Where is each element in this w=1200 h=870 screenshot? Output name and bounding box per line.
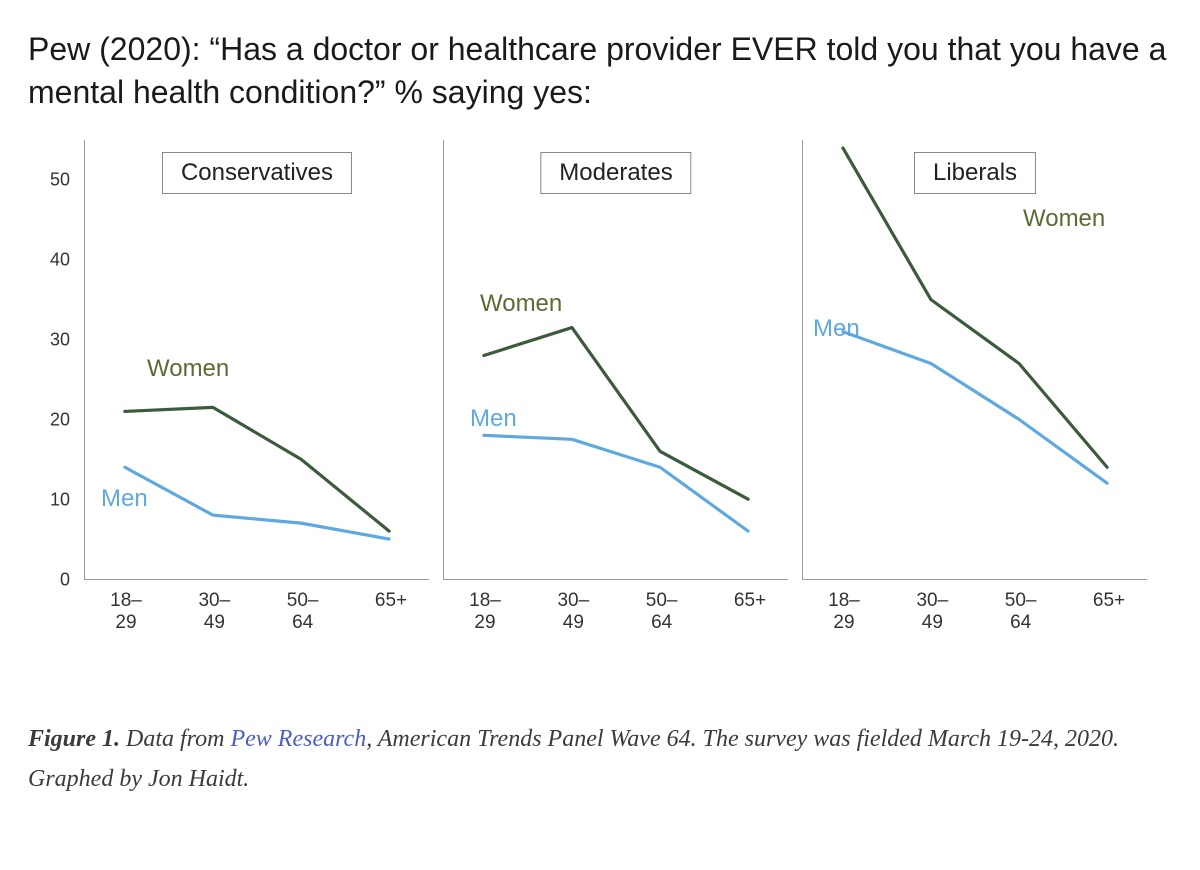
x-tick: 65+ <box>1081 590 1137 612</box>
panel-title: Moderates <box>540 152 691 194</box>
series-label-men: Men <box>470 405 517 433</box>
y-tick: 40 <box>50 250 70 271</box>
chart-panel: Moderates Women Men <box>443 140 788 580</box>
figure-caption: Figure 1. Data from Pew Research, Americ… <box>28 720 1172 799</box>
y-tick: 0 <box>60 570 70 591</box>
series-label-men: Men <box>101 485 148 513</box>
panel-title: Liberals <box>914 152 1036 194</box>
chart-panel: Liberals Women Men <box>802 140 1147 580</box>
y-tick: 30 <box>50 330 70 351</box>
x-tick: 30– 49 <box>186 590 242 634</box>
caption-prefix: Data from <box>120 726 230 752</box>
pew-research-link[interactable]: Pew Research <box>230 726 366 752</box>
series-label-women: Women <box>480 290 562 318</box>
series-label-men: Men <box>813 315 860 343</box>
series-label-women: Women <box>1023 205 1105 233</box>
x-tick: 18– 29 <box>457 590 513 634</box>
x-tick: 18– 29 <box>816 590 872 634</box>
x-tick: 50– 64 <box>275 590 331 634</box>
x-tick: 50– 64 <box>634 590 690 634</box>
x-tick: 65+ <box>363 590 419 612</box>
chart-panel: Conservatives Women Men <box>84 140 429 580</box>
x-tick: 65+ <box>722 590 778 612</box>
y-tick: 50 <box>50 170 70 191</box>
x-tick: 50– 64 <box>993 590 1049 634</box>
chart-area: 01020304050 ConservativesWomenMenModerat… <box>28 140 1168 680</box>
y-axis: 01020304050 <box>28 140 76 580</box>
series-label-women: Women <box>147 355 229 383</box>
panel-title: Conservatives <box>162 152 352 194</box>
page-title: Pew (2020): “Has a doctor or healthcare … <box>28 28 1172 114</box>
x-tick: 30– 49 <box>545 590 601 634</box>
caption-fig-label: Figure 1. <box>28 726 120 752</box>
panels-row: ConservativesWomenMenModeratesWomenMenLi… <box>84 140 1147 580</box>
x-tick: 18– 29 <box>98 590 154 634</box>
y-tick: 20 <box>50 410 70 431</box>
x-tick: 30– 49 <box>904 590 960 634</box>
y-tick: 10 <box>50 490 70 511</box>
